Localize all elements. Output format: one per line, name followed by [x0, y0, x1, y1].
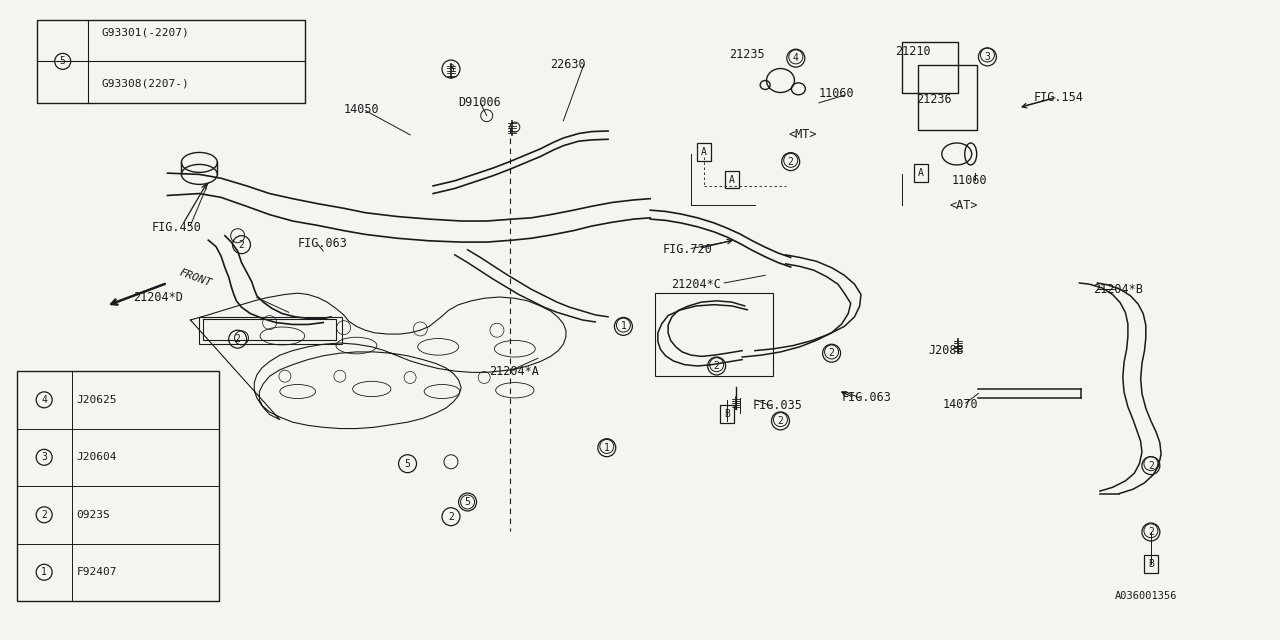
- Text: 3: 3: [41, 452, 47, 462]
- Text: FIG.720: FIG.720: [663, 243, 713, 256]
- Text: A: A: [918, 168, 924, 178]
- Text: FIG.063: FIG.063: [298, 237, 348, 250]
- Text: 14050: 14050: [344, 103, 379, 116]
- Text: 5: 5: [60, 56, 65, 67]
- Text: B: B: [1148, 559, 1153, 569]
- Text: 11060: 11060: [819, 87, 855, 100]
- Text: 21204*B: 21204*B: [1093, 283, 1143, 296]
- Text: 2: 2: [828, 348, 835, 358]
- Text: 5: 5: [404, 459, 411, 468]
- Text: D91006: D91006: [458, 97, 502, 109]
- Text: 2: 2: [238, 239, 244, 250]
- Text: FIG.035: FIG.035: [753, 399, 803, 412]
- Text: 21204*D: 21204*D: [133, 291, 183, 304]
- Text: A: A: [701, 147, 707, 157]
- Text: 2: 2: [1148, 527, 1153, 537]
- Text: F92407: F92407: [77, 567, 118, 577]
- Text: J20625: J20625: [77, 395, 118, 405]
- Text: 2: 2: [714, 361, 719, 371]
- Text: 11060: 11060: [951, 174, 987, 188]
- Text: 2: 2: [234, 334, 241, 344]
- Text: 3: 3: [448, 64, 454, 74]
- Text: 3: 3: [984, 52, 991, 62]
- Text: J2088: J2088: [929, 344, 964, 357]
- Text: 21204*C: 21204*C: [671, 278, 721, 291]
- Text: 2: 2: [1148, 461, 1153, 470]
- Text: <MT>: <MT>: [788, 128, 817, 141]
- Text: G93308(2207-): G93308(2207-): [101, 79, 188, 89]
- Text: 22630: 22630: [550, 58, 586, 71]
- Text: 2: 2: [787, 157, 794, 166]
- Text: 1: 1: [621, 321, 626, 332]
- Text: A: A: [730, 175, 735, 184]
- Text: 2: 2: [777, 416, 783, 426]
- Text: <AT>: <AT>: [948, 198, 978, 212]
- Text: 1: 1: [604, 443, 609, 452]
- Text: 2: 2: [41, 510, 47, 520]
- Text: FIG.450: FIG.450: [152, 221, 202, 234]
- Text: 21236: 21236: [916, 93, 951, 106]
- Text: A036001356: A036001356: [1115, 591, 1178, 601]
- Text: FIG.154: FIG.154: [1033, 92, 1083, 104]
- Text: 2: 2: [448, 512, 454, 522]
- Text: 21235: 21235: [730, 49, 765, 61]
- Text: 0923S: 0923S: [77, 510, 110, 520]
- Text: 21210: 21210: [896, 45, 931, 58]
- Text: 5: 5: [465, 497, 471, 507]
- Text: J20604: J20604: [77, 452, 118, 462]
- Text: FRONT: FRONT: [178, 268, 212, 289]
- Text: 14070: 14070: [942, 398, 978, 411]
- Text: B: B: [724, 409, 730, 419]
- Text: 1: 1: [41, 567, 47, 577]
- Text: FIG.063: FIG.063: [842, 392, 892, 404]
- Text: 4: 4: [792, 53, 799, 63]
- Text: 4: 4: [41, 395, 47, 405]
- Text: 21204*A: 21204*A: [489, 365, 539, 378]
- Text: G93301(-2207): G93301(-2207): [101, 28, 188, 38]
